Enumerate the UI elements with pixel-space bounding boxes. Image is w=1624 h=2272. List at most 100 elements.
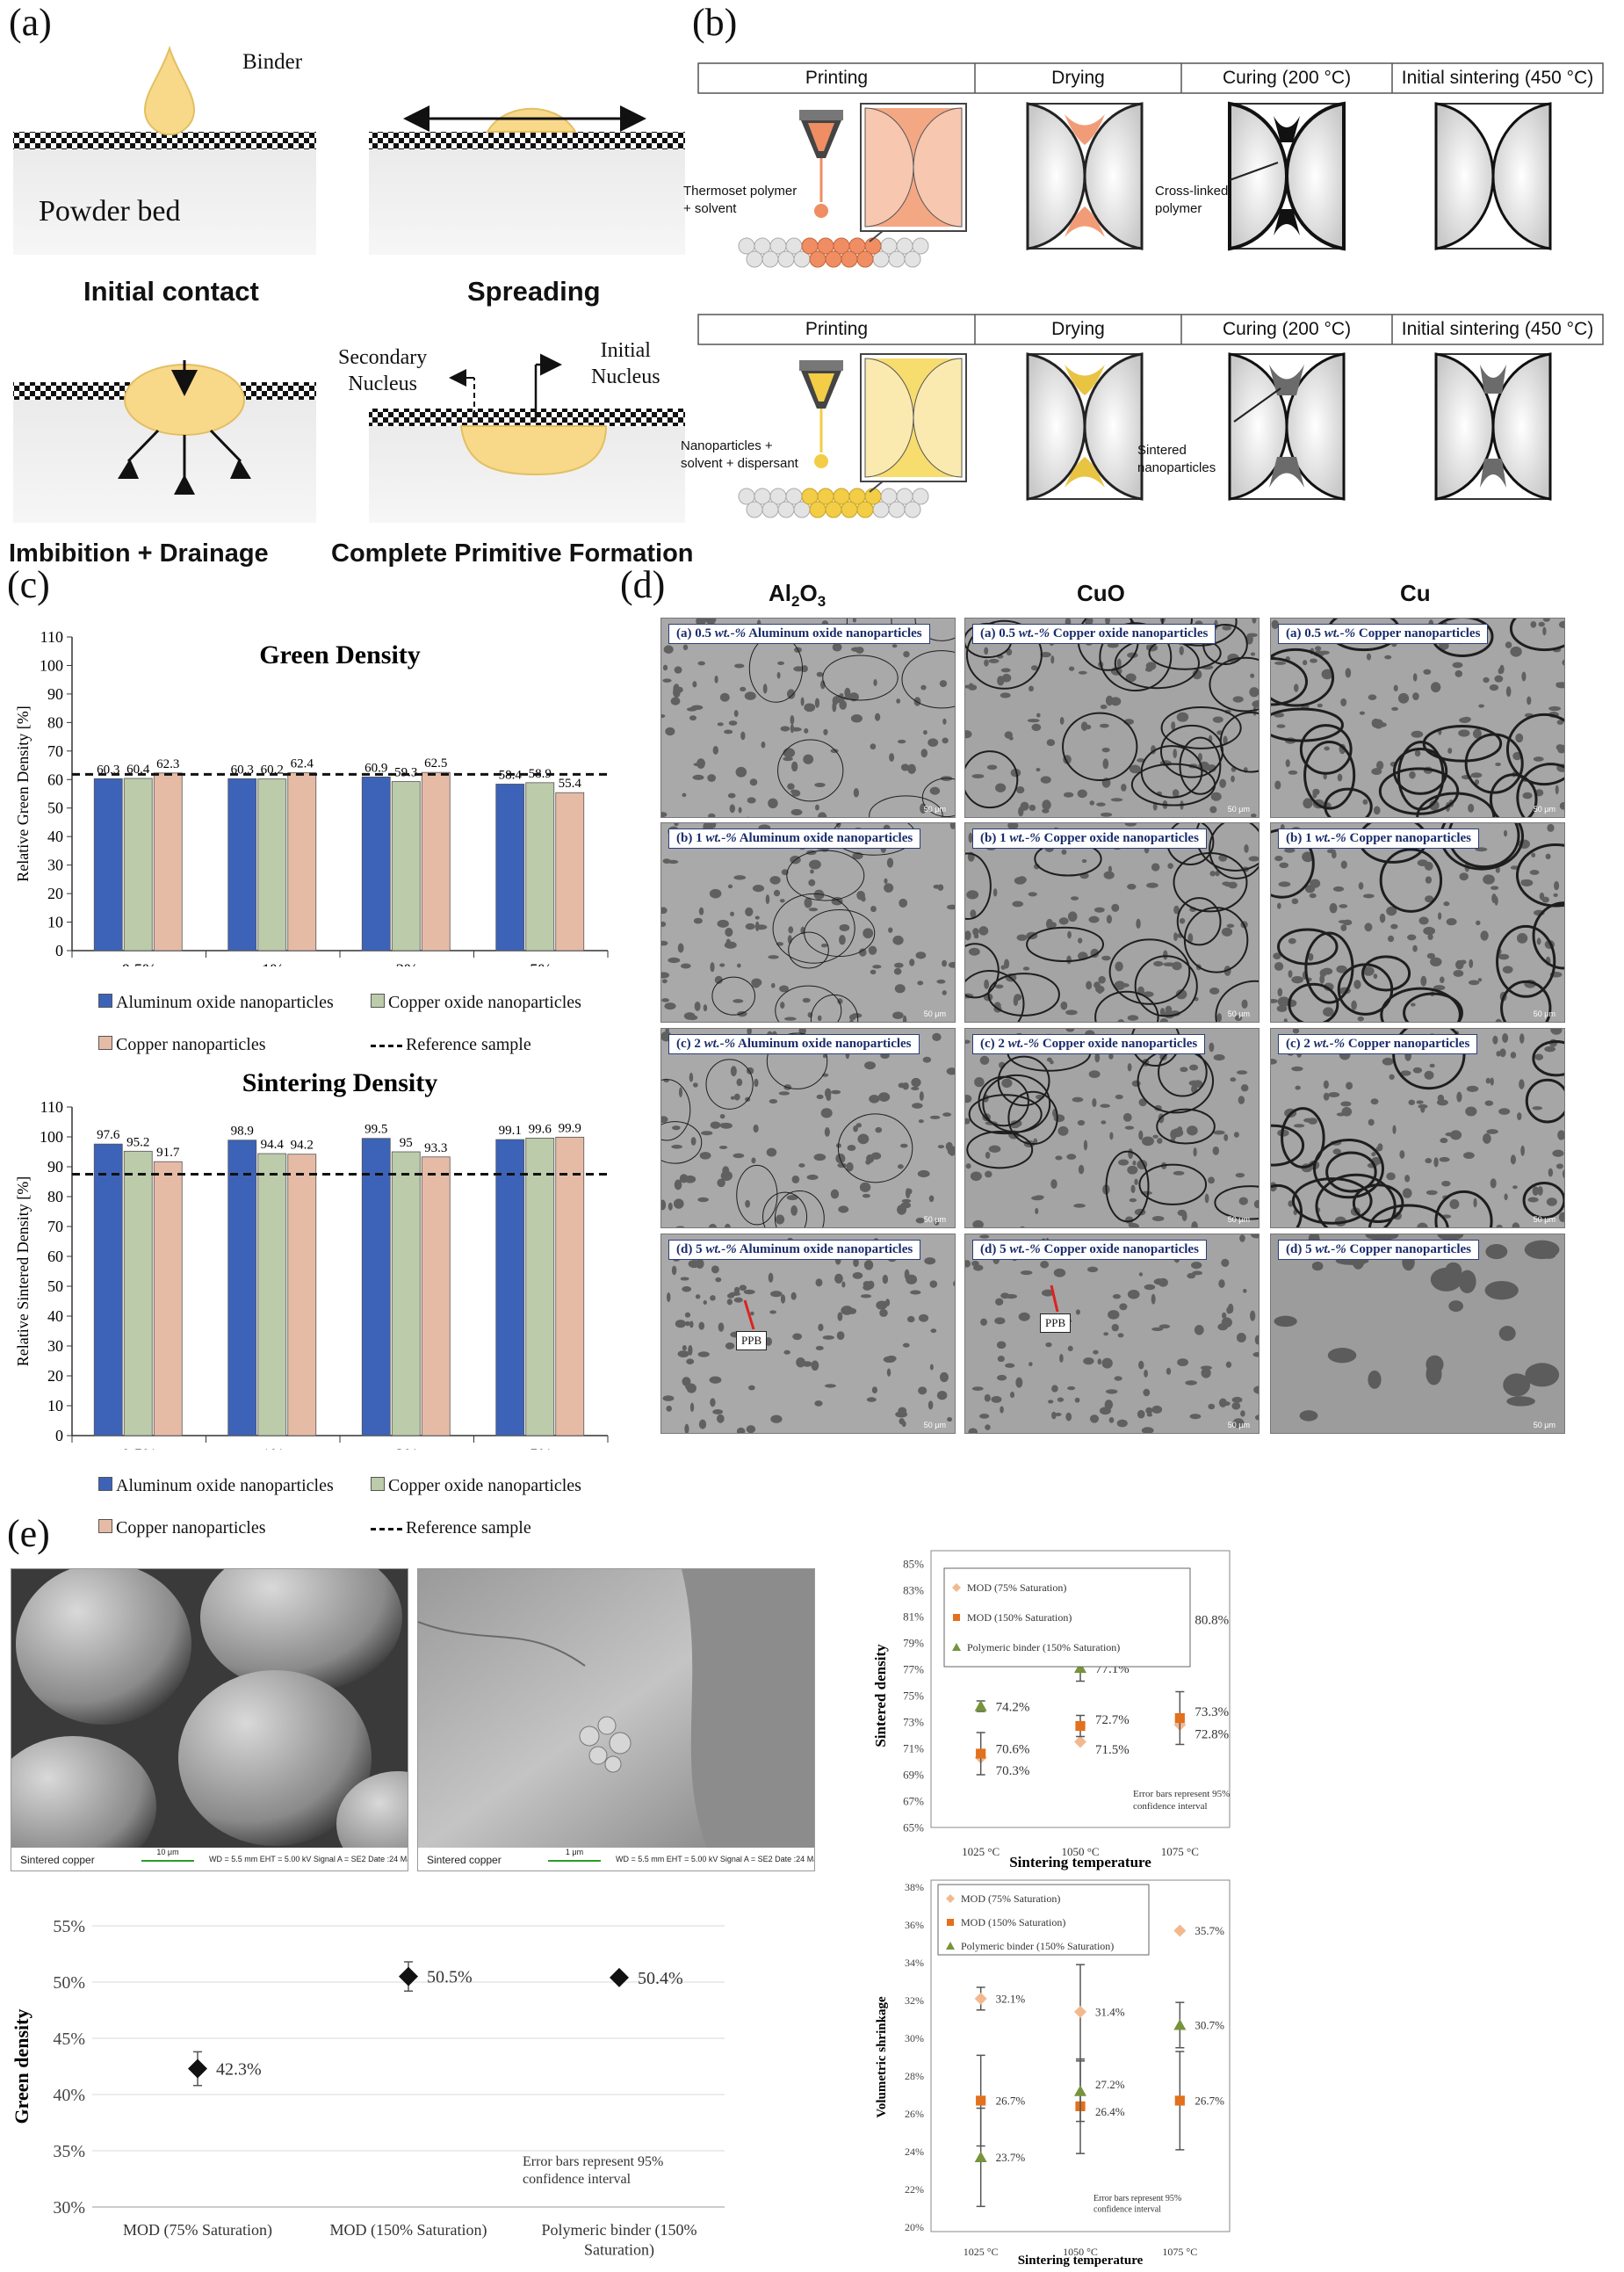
pore bbox=[820, 1108, 833, 1118]
grain-boundary bbox=[1138, 1163, 1208, 1205]
pore bbox=[684, 1312, 691, 1318]
pore bbox=[808, 879, 816, 886]
pore bbox=[836, 1331, 845, 1341]
top-drying-sketch bbox=[1026, 102, 1144, 250]
pore bbox=[780, 726, 790, 732]
micrograph-texture bbox=[662, 1237, 955, 1433]
pore bbox=[1311, 1262, 1324, 1271]
grain-boundary bbox=[1416, 792, 1496, 817]
pore bbox=[877, 1300, 889, 1308]
pore bbox=[1274, 780, 1281, 790]
pore bbox=[902, 1342, 910, 1348]
pore bbox=[712, 745, 718, 755]
pore bbox=[1323, 1080, 1329, 1089]
pore bbox=[912, 1103, 923, 1109]
grain-boundary bbox=[1505, 713, 1564, 786]
pore bbox=[733, 1286, 740, 1295]
pore bbox=[769, 876, 781, 885]
pore bbox=[1236, 1332, 1246, 1343]
pore bbox=[786, 1195, 798, 1201]
grain-boundary bbox=[1532, 901, 1564, 970]
pore bbox=[786, 689, 796, 699]
micrograph-texture bbox=[661, 823, 955, 1022]
grain-boundary bbox=[901, 650, 955, 709]
pore bbox=[1484, 1280, 1519, 1300]
pore bbox=[768, 798, 778, 809]
pore bbox=[895, 1411, 908, 1418]
pore bbox=[1389, 1074, 1395, 1080]
pore bbox=[716, 1414, 725, 1423]
pore bbox=[857, 1133, 870, 1145]
error-bar-note: Error bars represent 95% confidence inter… bbox=[523, 2154, 663, 2187]
pore bbox=[661, 998, 670, 1002]
column-al2o3: Al2O3 bbox=[769, 580, 826, 611]
bar bbox=[153, 1161, 183, 1436]
pore bbox=[986, 764, 998, 771]
pore bbox=[1028, 892, 1037, 897]
pore bbox=[1065, 1029, 1075, 1032]
data-point bbox=[1173, 1924, 1187, 1937]
pore bbox=[835, 1153, 846, 1164]
grain-boundary bbox=[965, 943, 1000, 999]
y-tick-label: 38% bbox=[905, 1881, 924, 1893]
pore bbox=[675, 1226, 685, 1227]
pore bbox=[1029, 804, 1036, 812]
pore bbox=[996, 1374, 1007, 1381]
pore bbox=[1070, 896, 1079, 901]
pore bbox=[1474, 778, 1480, 785]
pore bbox=[1446, 918, 1457, 926]
pore bbox=[1469, 959, 1474, 968]
pore bbox=[1045, 918, 1054, 930]
pore bbox=[1208, 1403, 1216, 1410]
legend-item-copper: Copper nanoparticles bbox=[98, 1518, 266, 1538]
pore bbox=[730, 1066, 737, 1077]
pore bbox=[1001, 1078, 1013, 1089]
y-tick-label: 90 bbox=[47, 685, 63, 703]
pore bbox=[1057, 1125, 1069, 1136]
grain-boundary bbox=[1515, 843, 1564, 908]
pore bbox=[1101, 955, 1111, 961]
pore bbox=[1077, 789, 1087, 799]
pore bbox=[1433, 985, 1446, 991]
pore bbox=[1146, 882, 1158, 888]
pore bbox=[675, 1320, 686, 1328]
pore bbox=[1159, 1008, 1166, 1017]
pore bbox=[662, 858, 671, 865]
powder-bed-label: Powder bed bbox=[39, 195, 181, 228]
pore bbox=[1131, 1080, 1141, 1088]
pore bbox=[1009, 1391, 1015, 1399]
pore bbox=[871, 1386, 878, 1393]
pore bbox=[733, 875, 747, 880]
pore bbox=[863, 928, 874, 939]
pore bbox=[780, 1294, 786, 1304]
pore bbox=[1478, 704, 1484, 708]
pore bbox=[1439, 1156, 1450, 1162]
pore bbox=[1127, 1289, 1140, 1299]
b-top-stage-printing: Printing bbox=[805, 68, 869, 88]
pore bbox=[1108, 865, 1113, 872]
b-bottom-stage-printing: Printing bbox=[805, 319, 869, 339]
data-label: 70.6% bbox=[996, 1742, 1030, 1756]
pore bbox=[814, 804, 819, 811]
pore bbox=[1081, 859, 1087, 864]
pore bbox=[701, 1131, 713, 1136]
pore bbox=[979, 1234, 990, 1239]
pore bbox=[1252, 1351, 1259, 1357]
pore bbox=[661, 972, 670, 979]
pore bbox=[1213, 1053, 1225, 1061]
pore bbox=[1112, 1293, 1122, 1299]
pore bbox=[1114, 980, 1126, 990]
caption-primitive: Complete Primitive Formation bbox=[331, 539, 694, 568]
pore bbox=[1323, 1092, 1330, 1101]
data-label: 26.7% bbox=[996, 2095, 1026, 2108]
pore bbox=[729, 804, 736, 814]
pore bbox=[1276, 724, 1286, 728]
bar bbox=[153, 772, 183, 951]
pore bbox=[1506, 1396, 1535, 1407]
pore bbox=[787, 783, 795, 790]
pore bbox=[1127, 1165, 1138, 1175]
pore bbox=[889, 753, 895, 762]
micrograph-texture bbox=[965, 823, 1259, 1022]
pore bbox=[725, 1223, 731, 1227]
pore bbox=[948, 961, 955, 968]
